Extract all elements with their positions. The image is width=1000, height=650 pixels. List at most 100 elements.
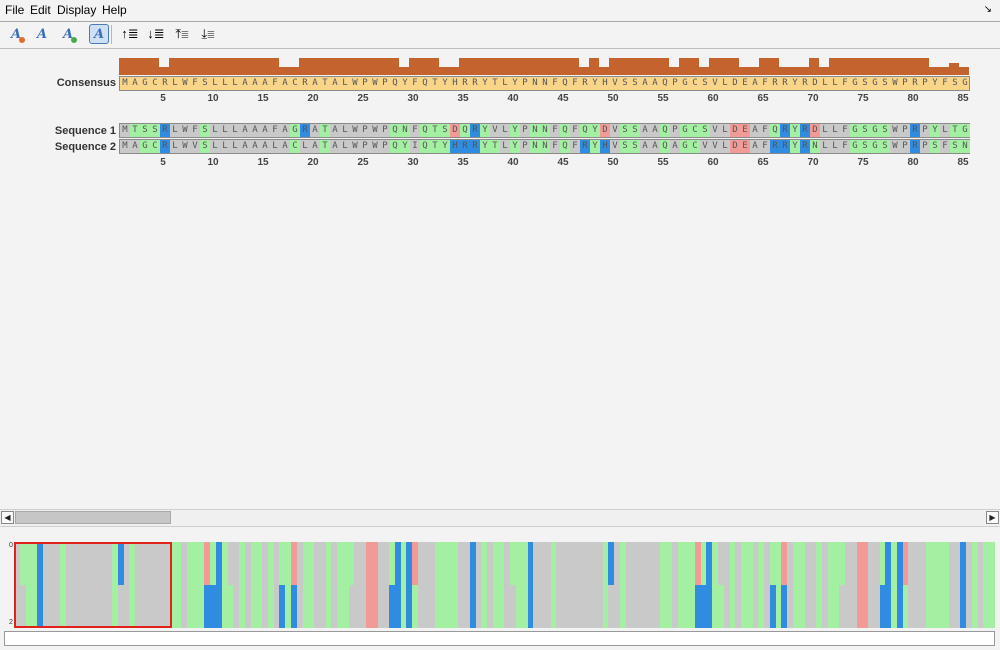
- residue-cell[interactable]: A: [240, 124, 250, 137]
- residue-cell[interactable]: F: [760, 140, 770, 153]
- residue-cell[interactable]: D: [600, 124, 610, 137]
- scroll-left-button[interactable]: ◀: [1, 511, 14, 524]
- residue-cell[interactable]: L: [230, 124, 240, 137]
- residue-cell[interactable]: G: [290, 124, 300, 137]
- residue-cell[interactable]: P: [900, 140, 910, 153]
- residue-cell[interactable]: S: [200, 140, 210, 153]
- residue-cell[interactable]: W: [890, 140, 900, 153]
- residue-cell[interactable]: Q: [660, 124, 670, 137]
- residue-cell[interactable]: A: [250, 140, 260, 153]
- residue-cell[interactable]: L: [210, 124, 220, 137]
- residue-cell[interactable]: L: [340, 124, 350, 137]
- residue-cell[interactable]: N: [530, 140, 540, 153]
- residue-cell[interactable]: Y: [790, 124, 800, 137]
- residue-cell[interactable]: A: [640, 124, 650, 137]
- residue-cell[interactable]: M: [120, 124, 130, 137]
- residue-cell[interactable]: F: [190, 124, 200, 137]
- residue-cell[interactable]: T: [490, 140, 500, 153]
- residue-cell[interactable]: S: [150, 124, 160, 137]
- residue-cell[interactable]: D: [450, 124, 460, 137]
- residue-cell[interactable]: R: [800, 140, 810, 153]
- residue-cell[interactable]: S: [700, 124, 710, 137]
- residue-cell[interactable]: S: [860, 124, 870, 137]
- residue-cell[interactable]: L: [230, 140, 240, 153]
- residue-cell[interactable]: W: [350, 140, 360, 153]
- residue-cell[interactable]: L: [720, 124, 730, 137]
- residue-cell[interactable]: L: [170, 140, 180, 153]
- residue-cell[interactable]: V: [700, 140, 710, 153]
- residue-cell[interactable]: Y: [400, 140, 410, 153]
- residue-cell[interactable]: P: [670, 124, 680, 137]
- residue-cell[interactable]: W: [370, 140, 380, 153]
- residue-cell[interactable]: V: [710, 140, 720, 153]
- residue-cell[interactable]: A: [280, 140, 290, 153]
- residue-cell[interactable]: G: [680, 140, 690, 153]
- residue-cell[interactable]: R: [780, 140, 790, 153]
- residue-cell[interactable]: A: [250, 124, 260, 137]
- menu-file[interactable]: File: [5, 3, 25, 17]
- residue-cell[interactable]: C: [150, 140, 160, 153]
- residue-cell[interactable]: W: [890, 124, 900, 137]
- residue-cell[interactable]: A: [130, 140, 140, 153]
- residue-cell[interactable]: P: [360, 140, 370, 153]
- residue-cell[interactable]: D: [810, 124, 820, 137]
- residue-cell[interactable]: L: [720, 140, 730, 153]
- residue-cell[interactable]: A: [670, 140, 680, 153]
- sequence-2-label[interactable]: Sequence 2: [54, 141, 116, 153]
- residue-cell[interactable]: Y: [480, 124, 490, 137]
- residue-cell[interactable]: W: [350, 124, 360, 137]
- residue-cell[interactable]: H: [450, 140, 460, 153]
- residue-cell[interactable]: L: [500, 124, 510, 137]
- residue-cell[interactable]: G: [960, 124, 970, 137]
- residue-cell[interactable]: L: [170, 124, 180, 137]
- residue-cell[interactable]: T: [320, 124, 330, 137]
- residue-cell[interactable]: P: [360, 124, 370, 137]
- residue-cell[interactable]: Q: [770, 124, 780, 137]
- residue-cell[interactable]: R: [910, 124, 920, 137]
- residue-cell[interactable]: V: [610, 124, 620, 137]
- residue-cell[interactable]: F: [570, 124, 580, 137]
- residue-cell[interactable]: Y: [510, 140, 520, 153]
- residue-cell[interactable]: S: [880, 140, 890, 153]
- scroll-right-button[interactable]: ▶: [986, 511, 999, 524]
- alignment-overview[interactable]: [14, 542, 995, 628]
- residue-cell[interactable]: A: [650, 140, 660, 153]
- residue-cell[interactable]: D: [730, 140, 740, 153]
- color-scheme-button[interactable]: A: [89, 24, 109, 44]
- residue-cell[interactable]: Y: [790, 140, 800, 153]
- residue-cell[interactable]: Q: [660, 140, 670, 153]
- residue-cell[interactable]: L: [830, 124, 840, 137]
- residue-cell[interactable]: R: [580, 140, 590, 153]
- residue-cell[interactable]: A: [240, 140, 250, 153]
- residue-cell[interactable]: Q: [390, 140, 400, 153]
- residue-cell[interactable]: N: [540, 124, 550, 137]
- residue-cell[interactable]: S: [200, 124, 210, 137]
- residue-cell[interactable]: C: [690, 140, 700, 153]
- residue-cell[interactable]: N: [530, 124, 540, 137]
- residue-cell[interactable]: V: [710, 124, 720, 137]
- residue-cell[interactable]: A: [330, 124, 340, 137]
- residue-cell[interactable]: R: [470, 124, 480, 137]
- residue-cell[interactable]: L: [270, 140, 280, 153]
- residue-cell[interactable]: L: [830, 140, 840, 153]
- residue-cell[interactable]: Q: [460, 124, 470, 137]
- residue-cell[interactable]: F: [550, 124, 560, 137]
- residue-cell[interactable]: T: [430, 124, 440, 137]
- residue-cell[interactable]: Y: [480, 140, 490, 153]
- residue-cell[interactable]: G: [140, 140, 150, 153]
- residue-cell[interactable]: G: [850, 124, 860, 137]
- horizontal-scrollbar[interactable]: ◀ ▶: [0, 509, 1000, 527]
- residue-cell[interactable]: L: [300, 140, 310, 153]
- residue-cell[interactable]: A: [310, 140, 320, 153]
- residue-cell[interactable]: P: [920, 140, 930, 153]
- residue-cell[interactable]: P: [920, 124, 930, 137]
- residue-cell[interactable]: P: [380, 140, 390, 153]
- residue-cell[interactable]: I: [410, 140, 420, 153]
- residue-cell[interactable]: A: [260, 124, 270, 137]
- residue-cell[interactable]: L: [210, 140, 220, 153]
- residue-cell[interactable]: S: [620, 140, 630, 153]
- residue-cell[interactable]: H: [600, 140, 610, 153]
- residue-cell[interactable]: A: [640, 140, 650, 153]
- residue-cell[interactable]: R: [470, 140, 480, 153]
